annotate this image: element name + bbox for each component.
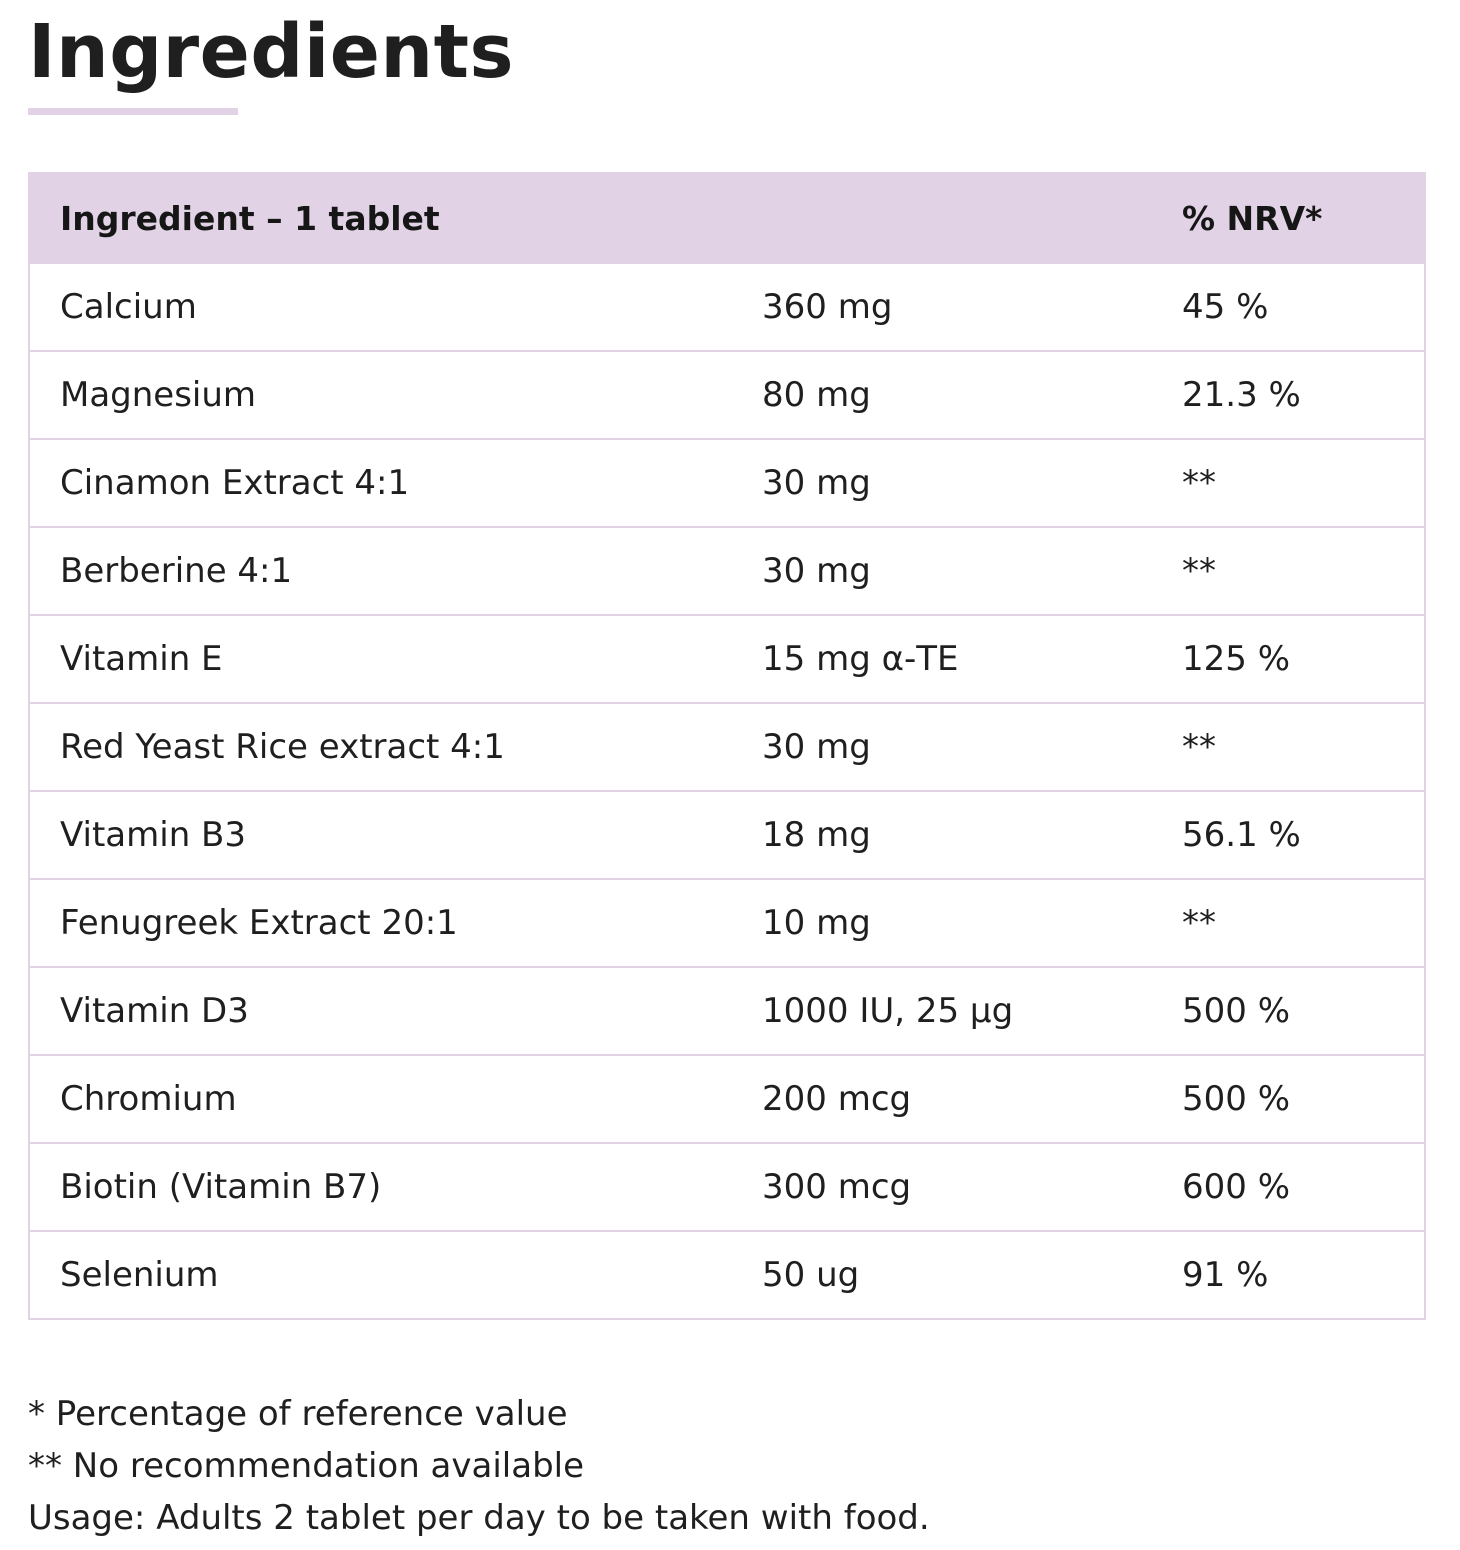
- ingredient-amount: 50 ug: [762, 1255, 860, 1295]
- table-row: Calcium 360 mg 45 %: [30, 262, 1424, 350]
- header-ingredient: Ingredient – 1 tablet: [60, 198, 440, 238]
- no-recommendation-footnote: ** No recommendation available: [28, 1446, 585, 1486]
- header-nrv: % NRV*: [1182, 198, 1323, 238]
- ingredient-name: Cinamon Extract 4:1: [60, 463, 410, 503]
- ingredient-amount: 360 mg: [762, 287, 893, 327]
- ingredient-amount: 18 mg: [762, 815, 871, 855]
- table-row: Fenugreek Extract 20:1 10 mg **: [30, 878, 1424, 966]
- ingredient-nrv: 45 %: [1182, 287, 1269, 327]
- table-row: Cinamon Extract 4:1 30 mg **: [30, 438, 1424, 526]
- usage-note: Usage: Adults 2 tablet per day to be tak…: [28, 1498, 930, 1538]
- ingredient-amount: 80 mg: [762, 375, 871, 415]
- table-row: Magnesium 80 mg 21.3 %: [30, 350, 1424, 438]
- ingredient-nrv: 125 %: [1182, 639, 1291, 679]
- ingredient-nrv: 600 %: [1182, 1167, 1291, 1207]
- ingredient-name: Fenugreek Extract 20:1: [60, 903, 458, 943]
- ingredients-section: Ingredients Ingredient – 1 tablet % NRV*…: [28, 0, 1426, 1538]
- ingredient-name: Red Yeast Rice extract 4:1: [60, 727, 505, 767]
- ingredient-nrv: **: [1182, 727, 1216, 767]
- ingredient-amount: 300 mcg: [762, 1167, 912, 1207]
- ingredient-name: Selenium: [60, 1255, 219, 1295]
- ingredient-amount: 200 mcg: [762, 1079, 912, 1119]
- ingredient-name: Biotin (Vitamin B7): [60, 1167, 382, 1207]
- ingredient-amount: 30 mg: [762, 727, 871, 767]
- table-row: Red Yeast Rice extract 4:1 30 mg **: [30, 702, 1424, 790]
- ingredient-amount: 15 mg α-TE: [762, 639, 959, 679]
- ingredient-amount: 10 mg: [762, 903, 871, 943]
- ingredients-table: Ingredient – 1 tablet % NRV* Calcium 360…: [28, 172, 1426, 1320]
- table-header: Ingredient – 1 tablet % NRV*: [30, 174, 1424, 262]
- nrv-footnote: * Percentage of reference value: [28, 1394, 568, 1434]
- title-underline: [28, 108, 238, 115]
- table-row: Vitamin E 15 mg α-TE 125 %: [30, 614, 1424, 702]
- table-row: Vitamin D3 1000 IU, 25 µg 500 %: [30, 966, 1424, 1054]
- ingredient-name: Berberine 4:1: [60, 551, 293, 591]
- ingredient-nrv: **: [1182, 463, 1216, 503]
- page-title: Ingredients: [28, 9, 514, 95]
- footnotes: * Percentage of reference value ** No re…: [28, 1388, 930, 1544]
- ingredient-name: Vitamin B3: [60, 815, 247, 855]
- ingredient-name: Chromium: [60, 1079, 237, 1119]
- ingredient-amount: 30 mg: [762, 463, 871, 503]
- ingredient-nrv: 56.1 %: [1182, 815, 1301, 855]
- ingredient-nrv: 500 %: [1182, 991, 1291, 1031]
- ingredient-nrv: **: [1182, 903, 1216, 943]
- ingredient-amount: 30 mg: [762, 551, 871, 591]
- table-row: Selenium 50 ug 91 %: [30, 1230, 1424, 1318]
- table-row: Vitamin B3 18 mg 56.1 %: [30, 790, 1424, 878]
- ingredient-name: Calcium: [60, 287, 197, 327]
- ingredient-nrv: 21.3 %: [1182, 375, 1301, 415]
- ingredient-nrv: 500 %: [1182, 1079, 1291, 1119]
- ingredient-nrv: 91 %: [1182, 1255, 1269, 1295]
- table-row: Biotin (Vitamin B7) 300 mcg 600 %: [30, 1142, 1424, 1230]
- ingredient-name: Magnesium: [60, 375, 257, 415]
- table-row: Berberine 4:1 30 mg **: [30, 526, 1424, 614]
- ingredient-name: Vitamin E: [60, 639, 223, 679]
- ingredient-name: Vitamin D3: [60, 991, 249, 1031]
- table-row: Chromium 200 mcg 500 %: [30, 1054, 1424, 1142]
- ingredient-nrv: **: [1182, 551, 1216, 591]
- ingredient-amount: 1000 IU, 25 µg: [762, 991, 1014, 1031]
